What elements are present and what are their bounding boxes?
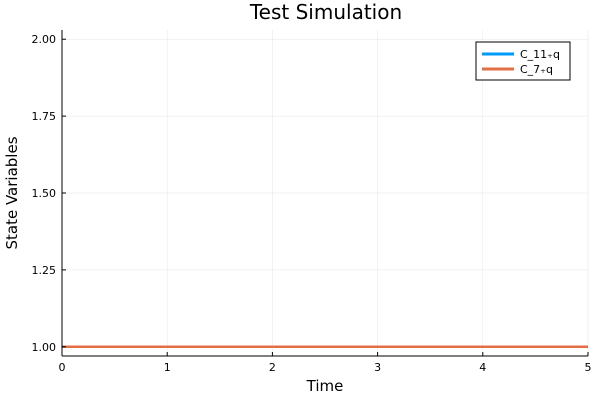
x-tick-label: 0 [59, 361, 66, 374]
legend-label-1: C_7₊q [520, 63, 553, 76]
y-ticks: 1.00 1.25 1.50 1.75 2.00 [32, 33, 66, 354]
chart-title: Test Simulation [249, 0, 402, 24]
y-tick-label: 1.50 [32, 187, 57, 200]
x-tick-label: 5 [585, 361, 592, 374]
legend: C_11₊q C_7₊q [475, 41, 571, 81]
y-tick-label: 2.00 [32, 33, 57, 46]
legend-label-0: C_11₊q [520, 48, 560, 61]
y-tick-label: 1.75 [32, 110, 57, 123]
x-tick-label: 3 [374, 361, 381, 374]
y-tick-label: 1.25 [32, 264, 57, 277]
x-tick-label: 2 [269, 361, 276, 374]
y-tick-label: 1.00 [32, 341, 57, 354]
x-ticks: 0 1 2 3 4 5 [59, 352, 592, 374]
legend-box [475, 41, 571, 81]
x-tick-label: 1 [164, 361, 171, 374]
x-tick-label: 4 [479, 361, 486, 374]
x-axis-label: Time [306, 377, 344, 395]
y-axis-label: State Variables [3, 136, 21, 249]
